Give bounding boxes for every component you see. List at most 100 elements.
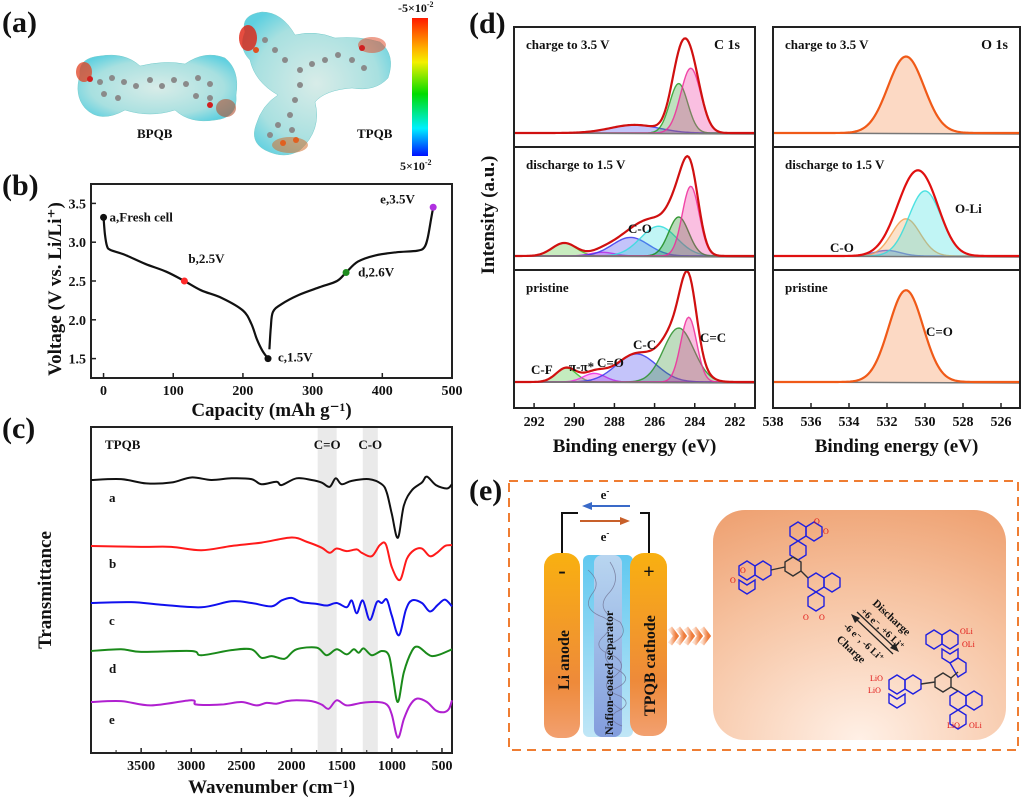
ftir-spectrum-a	[90, 475, 453, 539]
ftir-spectrum-b	[90, 536, 453, 582]
anode-label: Li anode	[556, 630, 573, 690]
oxygen-labels: O O O O O O	[730, 517, 829, 622]
chart-d-o1s: charge to 3.5 V discharge to 1.5 V pristin…	[763, 26, 1021, 457]
x-tick-label: 532	[877, 415, 898, 430]
x-tick-label: 3500	[127, 759, 155, 774]
panel-a: (a) BPQB	[2, 0, 434, 173]
x-tick-label: 1000	[378, 759, 406, 774]
panel-b: (b) 0 100 200 300 400 500 1.5 2.0 2.5 3.0 3.5 Capac…	[2, 169, 463, 421]
x-axis-title: Binding energy (eV)	[815, 436, 979, 457]
peak-label: O-Li	[955, 201, 982, 216]
spectrum-label: d	[109, 661, 117, 676]
x-tick-label: 2000	[278, 759, 306, 774]
component-fill-C=O	[514, 353, 755, 382]
x-tick-label: 100	[163, 384, 184, 399]
x-tick-label: 284	[684, 415, 705, 430]
band-label: C=O	[314, 437, 341, 452]
oli-label: OLi	[960, 627, 974, 636]
x-tick-label: 282	[724, 415, 745, 430]
panel-c-letter: (c)	[2, 412, 35, 445]
x-tick-label: 200	[232, 384, 253, 399]
li-anode	[544, 553, 580, 738]
band-label: C-O	[358, 437, 382, 452]
tpqb-cathode	[630, 553, 667, 736]
state-point-label: a,Fresh cell	[110, 209, 174, 224]
spectrum-label: b	[109, 556, 116, 571]
x-tick-label: 526	[991, 415, 1012, 430]
panel-d-ylabel: Intensity (a.u.)	[478, 156, 499, 275]
x-tick-label: 500	[442, 384, 463, 399]
component-fill-magenta	[514, 68, 755, 133]
ftir-spectrum-d	[90, 645, 453, 704]
y-tick-label: 1.5	[69, 353, 87, 368]
state-point-label: d,2.6V	[358, 264, 395, 279]
peak-label: C-F	[531, 362, 553, 377]
anode-sign: -	[558, 558, 565, 583]
state-point-label: e,3.5V	[380, 191, 415, 206]
background-line	[513, 255, 756, 258]
state-point	[342, 268, 350, 276]
background-line	[513, 381, 756, 384]
component-fill-blue	[514, 237, 755, 256]
oli-label: OLi	[962, 640, 976, 649]
lithium-oxide-labels: OLi OLi LiO LiO LiO OLi	[868, 627, 983, 730]
envelope-curve	[773, 55, 1020, 135]
y-tick-label: 3.5	[69, 197, 87, 212]
state-point	[429, 203, 437, 211]
row-frame	[772, 269, 1021, 409]
x-tick-label: 292	[524, 415, 545, 430]
row-label: discharge to 1.5 V	[785, 157, 885, 172]
x-tick-label: 288	[604, 415, 625, 430]
o-label: O	[803, 613, 809, 622]
external-circuit: e- e-	[561, 486, 650, 560]
x-axis-title: Capacity (mAh g⁻¹)	[191, 400, 351, 421]
x-tick-label: 500	[431, 759, 452, 774]
ftir-spectrum-e	[90, 697, 453, 739]
x-tick-label: 400	[372, 384, 393, 399]
x-tick-label: 536	[801, 415, 822, 430]
spectrum-label: a	[109, 490, 116, 505]
y-tick-label: 2.0	[69, 314, 87, 329]
component-fill-C=O	[773, 56, 1020, 133]
x-tick-label: 1500	[328, 759, 356, 774]
bpqb-label: BPQB	[137, 126, 173, 141]
lio-label: LiO	[870, 674, 883, 683]
y-tick-label: 2.5	[69, 275, 87, 290]
tpqb-label: TPQB	[357, 126, 393, 141]
x-tick-label: 530	[915, 415, 936, 430]
tpqb-oxidized-structure	[738, 521, 841, 612]
row-label: charge to 3.5 V	[526, 37, 610, 52]
x-tick-label: 534	[839, 415, 860, 430]
band-C-O	[362, 427, 378, 753]
x-axis-title: Wavenumber (cm⁻¹)	[188, 777, 355, 798]
state-point	[180, 277, 188, 285]
component-fill-blue	[514, 124, 755, 133]
tpqb-lithiated-structure	[888, 629, 983, 730]
sample-title: TPQB	[105, 437, 141, 452]
component-peak-magenta	[514, 67, 755, 134]
envelope-curve	[773, 169, 1020, 258]
bpqb-esp-surface	[76, 54, 238, 122]
peak-label: C=O	[926, 324, 953, 339]
band-C=O	[317, 427, 337, 753]
x-tick-label: 300	[302, 384, 323, 399]
component-fill-green-CF	[514, 242, 755, 256]
x-tick-label: 538	[763, 415, 784, 430]
panel-e: (e) e- e- - Li anode Nafion-coated separ…	[469, 474, 1019, 751]
plot-frame	[90, 426, 453, 754]
peak-label: C-O	[830, 240, 854, 255]
component-fill-orange	[773, 218, 1020, 256]
x-tick-label: 3000	[177, 759, 205, 774]
panel-e-letter: (e)	[469, 474, 502, 507]
chart-d-c1s: charge to 3.5 V discharge to 1.5 V pristin…	[513, 26, 756, 457]
component-fill-magenta	[514, 186, 755, 256]
nafion-coating	[594, 555, 622, 737]
reaction-scheme-box	[713, 510, 1006, 740]
component-fill-C-C	[514, 328, 755, 382]
state-point-label: c,1.5V	[278, 350, 313, 365]
region-label: C 1s	[714, 38, 741, 53]
x-tick-label: 2500	[227, 759, 255, 774]
envelope-curve	[773, 289, 1020, 384]
peak-label: C-C	[633, 337, 656, 352]
o-label: O	[740, 566, 746, 575]
